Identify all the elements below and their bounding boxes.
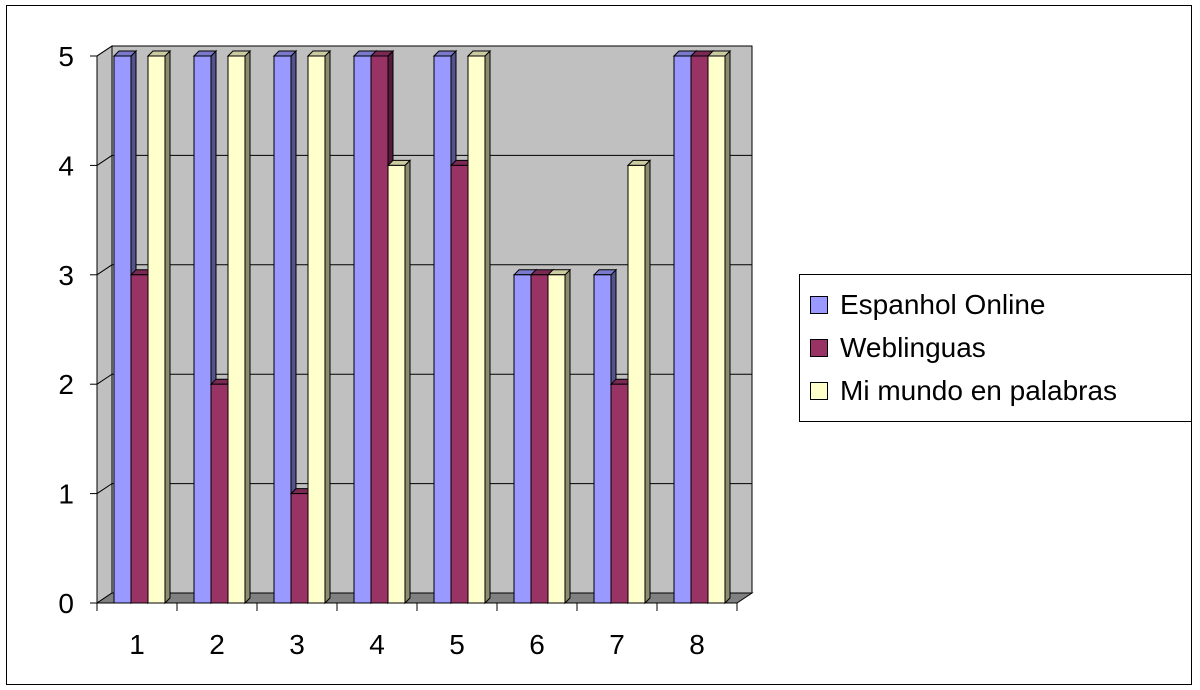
bar xyxy=(466,49,492,605)
bar-front xyxy=(433,55,452,604)
bar-front xyxy=(307,55,326,604)
bar-front xyxy=(450,164,469,604)
bar xyxy=(546,268,572,605)
legend-item-mi-mundo-en-palabras: Mi mundo en palabras xyxy=(810,369,1191,412)
side-wall xyxy=(96,45,113,604)
bar-front xyxy=(530,274,549,604)
x-axis-ticks: 1 2 3 4 5 6 7 8 xyxy=(96,603,738,660)
bar-front xyxy=(513,274,532,604)
bar-front xyxy=(467,55,486,604)
x-tick-label: 5 xyxy=(449,629,465,660)
legend-label: Espanhol Online xyxy=(840,288,1046,320)
x-tick-label: 7 xyxy=(609,629,625,660)
bar-side xyxy=(404,159,411,605)
bar-front xyxy=(210,383,229,604)
bar-front xyxy=(113,55,132,604)
gridline xyxy=(96,154,752,166)
bar-front xyxy=(273,55,292,604)
y-tick-label: 1 xyxy=(58,479,74,510)
bar-front xyxy=(627,164,646,604)
legend-item-espanhol-online: Espanhol Online xyxy=(810,283,1191,326)
gridline xyxy=(96,264,752,276)
x-tick-label: 6 xyxy=(529,629,545,660)
legend-label: Mi mundo en palabras xyxy=(840,374,1118,406)
bar xyxy=(306,49,332,605)
bar-side xyxy=(244,49,251,605)
x-tick-label: 4 xyxy=(369,629,385,660)
bar xyxy=(386,159,412,605)
bar-side xyxy=(644,159,651,605)
x-tick-label: 1 xyxy=(129,629,145,660)
y-tick-label: 0 xyxy=(58,588,74,619)
bar xyxy=(626,159,652,605)
y-tick-label: 5 xyxy=(58,41,74,72)
gridlines xyxy=(96,45,752,495)
y-tick-label: 4 xyxy=(58,150,74,181)
bar-side xyxy=(164,49,171,605)
legend-label: Weblinguas xyxy=(840,331,986,363)
y-tick-label: 2 xyxy=(58,369,74,400)
legend-swatch-espanhol-online xyxy=(810,295,828,314)
bar-front xyxy=(387,164,406,604)
legend-item-weblinguas: Weblinguas xyxy=(810,326,1191,369)
bar-side xyxy=(724,49,731,605)
bar-front xyxy=(290,493,309,604)
bar-front xyxy=(147,55,166,604)
bar xyxy=(146,49,172,605)
x-tick-label: 2 xyxy=(209,629,225,660)
bar-front xyxy=(610,383,629,604)
x-tick-label: 8 xyxy=(689,629,705,660)
legend: Espanhol Online Weblinguas Mi mundo en p… xyxy=(799,274,1192,422)
y-axis-ticks: 0 1 2 3 4 5 xyxy=(58,41,97,619)
bar xyxy=(272,49,298,605)
bar-side xyxy=(564,268,571,605)
bar-side xyxy=(324,49,331,605)
bar-front xyxy=(593,274,612,604)
legend-swatch-weblinguas xyxy=(810,338,828,357)
bar-front xyxy=(707,55,726,604)
bar-side xyxy=(484,49,491,605)
y-tick-label: 3 xyxy=(58,260,74,291)
bar xyxy=(226,49,252,605)
bar-front xyxy=(370,55,389,604)
legend-swatch-mi-mundo-en-palabras xyxy=(810,381,828,400)
gridline xyxy=(96,45,752,57)
bar-front xyxy=(353,55,372,604)
bar xyxy=(706,49,732,605)
bar-front xyxy=(690,55,709,604)
bar-front xyxy=(193,55,212,604)
bar-front xyxy=(130,274,149,604)
bar-group xyxy=(112,49,732,605)
bar-front xyxy=(227,55,246,604)
x-tick-label: 3 xyxy=(289,629,305,660)
bar-front xyxy=(673,55,692,604)
bar-front xyxy=(547,274,566,604)
